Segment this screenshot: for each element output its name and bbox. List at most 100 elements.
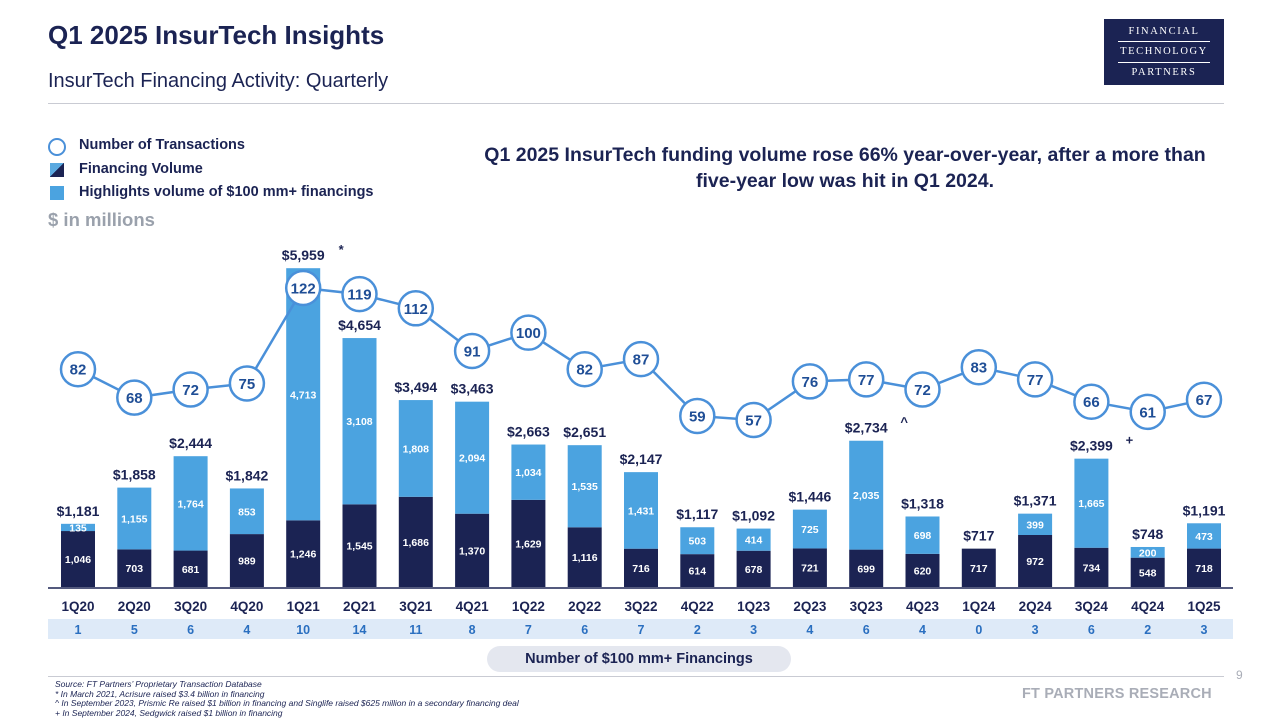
logo-line-2: TECHNOLOGY (1120, 46, 1208, 57)
transaction-marker (791, 363, 829, 400)
data-label-volume: 620 (914, 565, 932, 577)
data-label-volume: 703 (126, 563, 144, 575)
transaction-marker (116, 379, 153, 416)
transaction-marker (172, 371, 209, 408)
data-label-volume: 678 (745, 564, 763, 576)
bar-highlight-volume (849, 440, 884, 550)
bar-highlight-volume (173, 456, 208, 551)
transaction-count-label: 83 (970, 360, 987, 377)
x-tick-label: 1Q25 (1187, 599, 1221, 614)
data-label-highlight: 725 (801, 524, 819, 536)
x-tick-label: 1Q22 (512, 599, 545, 614)
data-label-volume: 734 (1083, 562, 1101, 574)
data-label-highlight: 399 (1026, 519, 1044, 531)
bar-highlight-volume (680, 527, 715, 555)
count-cell: 6 (581, 623, 588, 637)
bar-highlight-volume (1130, 546, 1165, 558)
large-financings-label: Number of $100 mm+ Financings (487, 646, 791, 672)
x-tick-label: 3Q24 (1075, 599, 1109, 614)
transaction-count-label: 77 (858, 372, 875, 389)
x-tick-label: 3Q23 (850, 599, 884, 614)
count-cell: 3 (750, 623, 757, 637)
count-cell: 1 (75, 623, 82, 637)
transaction-marker (397, 290, 435, 327)
navy-swatch-icon (50, 163, 64, 177)
total-label: $4,654 (338, 317, 381, 333)
data-label-volume: 718 (1195, 563, 1213, 575)
bar-highlight-volume (736, 528, 771, 551)
count-cell: 8 (469, 623, 476, 637)
transaction-count-label: 59 (689, 408, 706, 425)
bar-highlight-volume (455, 401, 490, 514)
data-label-volume: 989 (238, 556, 256, 568)
bar-financing-volume (680, 554, 715, 587)
logo-rule (1118, 41, 1210, 42)
data-label-highlight: 2,094 (459, 453, 485, 465)
bar-financing-volume (455, 513, 490, 587)
transaction-marker (735, 401, 772, 439)
data-label-volume: 681 (182, 564, 200, 576)
legend-label-volume: Financing Volume (79, 161, 203, 177)
bar-highlight-volume (286, 268, 321, 521)
transaction-count-label: 112 (404, 301, 428, 318)
data-label-highlight: 414 (745, 535, 763, 547)
data-label-highlight: 2,035 (853, 490, 879, 502)
bar-financing-volume (736, 550, 771, 587)
data-label-volume: 1,686 (403, 537, 429, 549)
bar-highlight-volume (398, 400, 433, 497)
data-label-highlight: 1,665 (1078, 498, 1104, 510)
x-tick-label: 2Q24 (1019, 599, 1053, 614)
research-brand: FT PARTNERS RESEARCH (1022, 686, 1212, 702)
transaction-count-label: 75 (239, 376, 256, 393)
x-tick-label: 1Q21 (287, 599, 321, 614)
bar-highlight-volume (905, 516, 940, 554)
data-label-highlight: 1,431 (628, 505, 654, 517)
transaction-count-label: 66 (1083, 394, 1100, 411)
bar-financing-volume (398, 496, 433, 587)
total-label: $1,092 (732, 508, 775, 524)
count-cell: 0 (975, 623, 982, 637)
x-tick-label: 4Q20 (230, 599, 263, 614)
bar-financing-volume (1018, 534, 1053, 587)
header-divider (48, 103, 1224, 104)
data-label-volume: 548 (1139, 567, 1157, 579)
x-tick-label: 4Q21 (456, 599, 490, 614)
bar-financing-volume (61, 531, 95, 587)
bar-highlight-volume (61, 523, 95, 532)
x-tick-label: 4Q23 (906, 599, 940, 614)
total-label: $1,191 (1183, 502, 1226, 518)
x-tick-label: 2Q21 (343, 599, 377, 614)
company-logo: FINANCIAL TECHNOLOGY PARTNERS (1104, 19, 1224, 85)
x-tick-label: 1Q20 (61, 599, 94, 614)
count-cell: 4 (919, 623, 926, 637)
data-label-highlight: 200 (1139, 547, 1157, 559)
transaction-count-label: 72 (182, 382, 199, 399)
bar-highlight-volume (567, 445, 602, 528)
transaction-marker (566, 350, 603, 388)
total-label: $1,842 (225, 467, 268, 483)
total-label: $2,444 (169, 435, 212, 451)
bar-highlight-volume (342, 338, 377, 505)
x-tick-label: 2Q22 (568, 599, 601, 614)
count-cell: 6 (187, 623, 194, 637)
count-cell: 11 (409, 623, 422, 637)
legend-label-highlight: Highlights volume of $100 mm+ financings (79, 184, 374, 200)
transaction-marker (510, 314, 547, 351)
transaction-count-label: 122 (291, 281, 316, 298)
bar-highlight-volume (1018, 513, 1053, 535)
bar-highlight-volume (229, 488, 264, 535)
x-tick-label: 1Q24 (962, 599, 996, 614)
x-tick-label: 2Q20 (118, 599, 151, 614)
count-cell: 6 (863, 623, 870, 637)
logo-line-1: FINANCIAL (1128, 26, 1200, 37)
bar-financing-volume (342, 504, 377, 587)
data-label-highlight: 698 (914, 530, 932, 542)
transaction-count-label: 57 (745, 413, 762, 430)
count-cell: 3 (1201, 623, 1208, 637)
blue-swatch-icon (50, 186, 64, 200)
x-tick-label: 2Q23 (793, 599, 827, 614)
transaction-marker (59, 350, 97, 388)
total-label: $3,463 (451, 381, 494, 397)
count-cell: 2 (1144, 623, 1151, 637)
